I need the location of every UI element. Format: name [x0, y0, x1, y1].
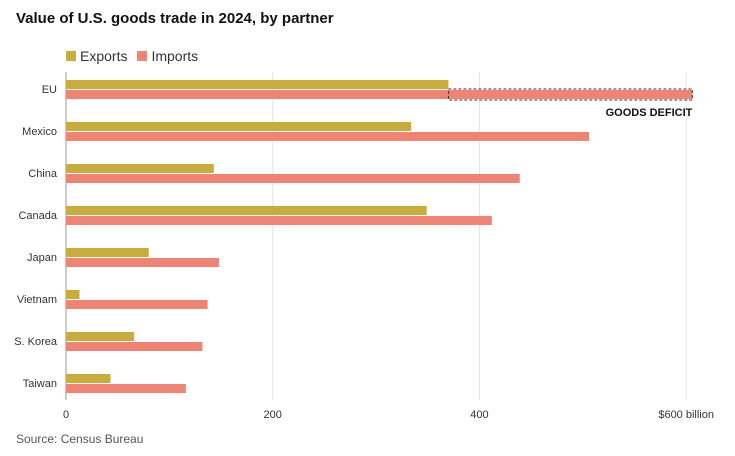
bar-imports-s-korea: [66, 342, 203, 351]
category-label-3: Canada: [18, 210, 57, 222]
bar-imports-taiwan: [66, 384, 186, 393]
legend-swatch-imports: [137, 51, 148, 61]
x-tick-label-3: $600 billion: [658, 409, 714, 421]
category-label-2: China: [28, 168, 58, 180]
source-note: Source: Census Bureau: [16, 432, 144, 446]
legend-item-exports: Exports: [66, 48, 127, 64]
bar-imports-eu: [66, 90, 693, 99]
bar-exports-mexico: [66, 122, 412, 131]
legend-item-imports: Imports: [137, 48, 198, 64]
x-tick-label-1: 200: [264, 409, 282, 421]
bar-exports-vietnam: [66, 290, 80, 299]
bar-exports-s-korea: [66, 332, 135, 341]
deficit-label: GOODS DEFICIT: [606, 107, 693, 119]
bar-imports-vietnam: [66, 300, 208, 309]
x-tick-label-0: 0: [63, 409, 69, 421]
bar-exports-canada: [66, 206, 427, 215]
x-tick-label-2: 400: [470, 409, 488, 421]
legend-label-imports: Imports: [151, 48, 199, 64]
legend: Exports Imports: [66, 48, 208, 64]
bar-imports-mexico: [66, 132, 590, 141]
chart-title: Value of U.S. goods trade in 2024, by pa…: [16, 10, 334, 27]
bar-exports-japan: [66, 248, 149, 257]
bar-imports-japan: [66, 258, 219, 267]
category-label-1: Mexico: [22, 126, 57, 138]
category-label-0: EU: [42, 84, 57, 96]
category-label-4: Japan: [27, 252, 57, 264]
bar-exports-china: [66, 164, 214, 173]
bar-imports-china: [66, 174, 520, 183]
bar-exports-taiwan: [66, 374, 111, 383]
category-label-5: Vietnam: [17, 294, 57, 306]
category-label-6: S. Korea: [14, 336, 58, 348]
legend-label-exports: Exports: [80, 48, 128, 64]
deficit-box: [447, 88, 693, 101]
bar-imports-canada: [66, 216, 492, 225]
bar-exports-eu: [66, 80, 449, 89]
legend-swatch-exports: [66, 51, 76, 61]
category-label-7: Taiwan: [23, 378, 57, 390]
